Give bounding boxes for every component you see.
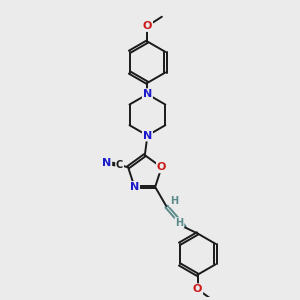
Text: H: H <box>170 196 178 206</box>
Text: O: O <box>193 284 202 294</box>
Text: N: N <box>102 158 111 168</box>
Text: H: H <box>176 218 184 228</box>
Text: O: O <box>157 162 166 172</box>
Text: N: N <box>143 89 152 99</box>
Text: N: N <box>143 130 152 140</box>
Text: O: O <box>143 21 152 31</box>
Text: C: C <box>116 160 123 170</box>
Text: N: N <box>130 182 139 192</box>
